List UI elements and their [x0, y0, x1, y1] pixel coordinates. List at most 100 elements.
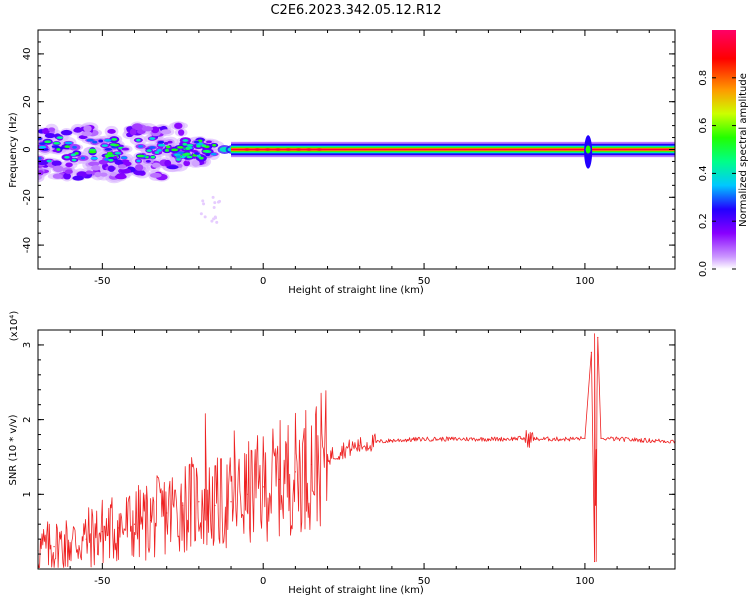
snr-point [53, 545, 55, 548]
blob-mid [63, 172, 71, 180]
y-tick-label: -20 [22, 189, 33, 205]
x-tick-label: 100 [575, 576, 594, 587]
trail-point [210, 219, 214, 223]
snr-point [600, 437, 602, 439]
colorbar: 0.0 0.2 0.4 0.6 0.8 Normalized spectral ampl… [698, 30, 749, 277]
blob-mid [141, 126, 154, 132]
spectrogram-x-ticks: -50 0 50 100 [37, 30, 650, 287]
blob-core [199, 156, 204, 160]
blob-core [181, 153, 190, 157]
blob-mid [118, 164, 127, 169]
blob-mid [64, 169, 73, 175]
blob-core [157, 140, 165, 144]
snr-point [182, 504, 184, 507]
snr-y-axis-label: SNR (10 * v/v) [8, 414, 19, 485]
blob-core [182, 142, 188, 146]
snr-point [310, 463, 313, 466]
trail-point [212, 205, 216, 209]
blob-core [120, 156, 128, 160]
blob-mid [164, 159, 172, 167]
spectrogram-x-axis-label: Height of straight line (km) [288, 285, 424, 296]
blob-mid [150, 126, 160, 134]
snr-point [359, 445, 361, 447]
spectrogram-y-axis-label: Frequency (Hz) [8, 112, 19, 188]
x-tick-label: -50 [94, 576, 110, 587]
blob-core [196, 154, 202, 158]
blob-mid [166, 165, 179, 170]
colorbar-tick-label: 0.4 [698, 165, 709, 181]
blob-core [88, 148, 97, 152]
trail-point [213, 215, 217, 219]
blob-core [98, 139, 104, 143]
snr-point [597, 336, 599, 339]
blob-core [104, 154, 111, 158]
blob-core [121, 159, 130, 163]
snr-point [590, 351, 592, 354]
blob-mid [42, 128, 50, 135]
trail-point [213, 201, 217, 205]
burst-core [585, 145, 591, 154]
snr-point [471, 438, 473, 440]
blob-core [92, 140, 98, 144]
snr-y-scale-label: (x10⁴) [9, 311, 20, 342]
blob-core [53, 141, 60, 145]
blob-mid [151, 162, 161, 168]
y-tick-label: 40 [22, 48, 33, 61]
blob-mid [174, 123, 183, 129]
blob-mid [115, 174, 127, 180]
blob-core [88, 150, 97, 154]
snr-point [648, 439, 650, 442]
blob-core [157, 148, 162, 152]
blob-mid [107, 165, 115, 172]
snr-point [584, 437, 586, 439]
trail-point [211, 195, 215, 199]
snr-point [326, 456, 329, 458]
blob-core [136, 154, 145, 158]
snr-point [133, 523, 136, 525]
trail-point [201, 199, 205, 203]
trail-point [199, 212, 203, 216]
blob-core [154, 151, 160, 154]
blob-core [171, 148, 179, 152]
snr-point [391, 439, 393, 442]
blob-mid [114, 159, 124, 165]
blob-core [176, 155, 181, 159]
blob-core [44, 140, 52, 144]
blob-core [136, 138, 141, 142]
snr-series-line [38, 333, 675, 568]
blob-core [150, 155, 156, 159]
blob-mid [38, 169, 44, 176]
blob-mid [107, 128, 116, 134]
colorbar-gradient [712, 30, 736, 269]
carrier-spot [275, 148, 282, 151]
blob-core [38, 145, 47, 149]
snr-point [487, 438, 490, 440]
blob-core [90, 156, 98, 160]
blob-core [114, 151, 122, 155]
y-tick-label: 3 [22, 342, 33, 348]
spectrogram-heatmap [38, 121, 675, 224]
snr-point [632, 439, 634, 441]
blob-core [165, 145, 171, 149]
snr-point [503, 438, 506, 440]
blob-core [201, 144, 207, 148]
blob-core [145, 159, 151, 163]
blob-core [205, 140, 212, 144]
blob-core [64, 155, 70, 159]
x-tick-label: 50 [418, 576, 431, 587]
blob-core [107, 151, 113, 155]
blob-core [56, 136, 64, 140]
trail-point [202, 202, 206, 206]
blob-mid [91, 165, 101, 171]
blob-mid [74, 126, 82, 133]
y-tick-label: 0 [22, 146, 33, 152]
blob-mid [60, 129, 73, 136]
carrier-spot [285, 148, 292, 151]
blob-core [80, 156, 86, 160]
blob-core [111, 145, 119, 149]
blob-core [51, 145, 60, 149]
carrier-spot [295, 148, 302, 151]
blob-core [113, 155, 118, 159]
snr-point [85, 538, 87, 540]
blob-core [196, 144, 201, 148]
